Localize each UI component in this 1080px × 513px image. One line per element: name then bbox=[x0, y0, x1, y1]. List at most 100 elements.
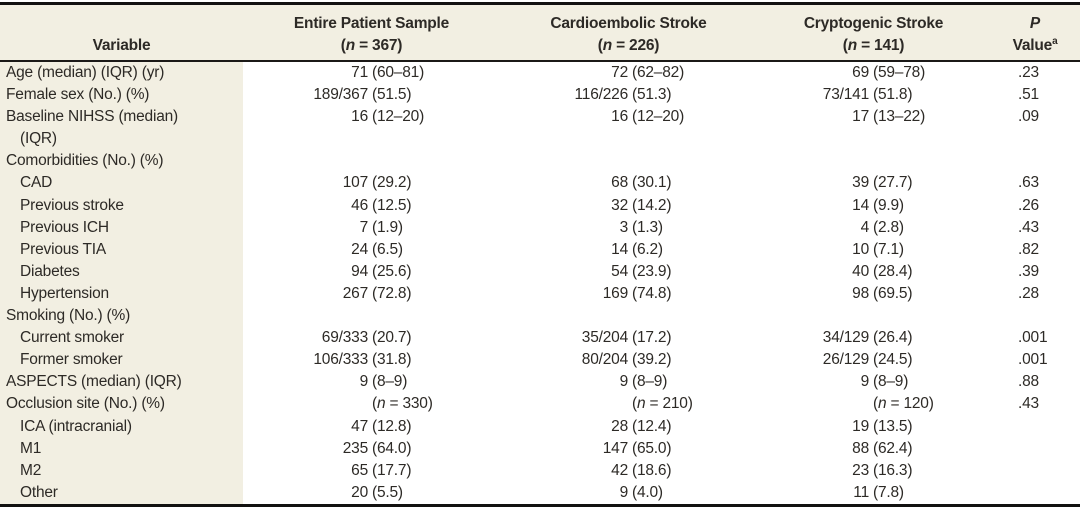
value-cell: 26/129 (24.5) bbox=[822, 351, 913, 369]
row-label: Former smoker bbox=[0, 349, 243, 372]
table-header: Variable Entire Patient Sample (n = 367)… bbox=[0, 5, 1080, 62]
p-value-cell bbox=[990, 150, 1080, 172]
value-cell: 16 (12–20) bbox=[351, 108, 425, 126]
table-row: M2 65 (17.7) 42 (18.6) 23 (16.3) bbox=[0, 459, 1080, 482]
value-cell: 69 (59–78) bbox=[852, 64, 926, 81]
p-value-cell: .001 bbox=[1018, 351, 1048, 369]
p-value-cell: .23 bbox=[1018, 64, 1039, 81]
value-cell: 19 (13.5) bbox=[852, 417, 913, 435]
table-row: Current smoker 69/333 (20.7) 35/204 (17.2) 34… bbox=[0, 327, 1080, 350]
value-cell: 169 (74.8) bbox=[602, 284, 672, 302]
group-label: Cryptogenic Stroke bbox=[803, 15, 944, 32]
value-cell: (n = 210) bbox=[632, 395, 693, 413]
value-cell bbox=[243, 150, 500, 172]
row-label: Previous stroke bbox=[0, 194, 243, 217]
value-cell bbox=[757, 150, 990, 172]
p-value-cell: .43 bbox=[1018, 218, 1039, 236]
row-label: M2 bbox=[0, 459, 243, 482]
column-header-cardioembolic: Cardioembolic Stroke (n = 226) bbox=[500, 5, 757, 62]
value-cell: 189/367 (51.5) bbox=[313, 86, 412, 104]
bottom-rule bbox=[0, 503, 1080, 507]
table-row: Comorbidities (No.) (%) bbox=[0, 150, 1080, 173]
table-row: M1 235 (64.0) 147 (65.0) 88 (62.4) bbox=[0, 437, 1080, 460]
table-row: Occlusion site (No.) (%) (n = 330) (n = 21… bbox=[0, 393, 1080, 416]
table-row: ICA (intracranial) 47 (12.8) 28 (12.4) 19 (13.… bbox=[0, 415, 1080, 438]
value-cell: 7 (1.9) bbox=[359, 218, 403, 236]
value-cell: 32 (14.2) bbox=[611, 196, 672, 214]
row-label: Age (median) (IQR) (yr) bbox=[0, 61, 243, 85]
value-cell: 16 (12–20) bbox=[611, 108, 685, 126]
p-value-cell: .001 bbox=[1018, 329, 1048, 347]
table-row: Previous stroke 46 (12.5) 32 (14.2) 14 (9.9) .2… bbox=[0, 194, 1080, 217]
table-row: CAD 107 (29.2) 68 (30.1) 39 (27.7) .63 bbox=[0, 172, 1080, 195]
column-header-cryptogenic: Cryptogenic Stroke (n = 141) bbox=[757, 5, 990, 62]
value-cell: 35/204 (17.2) bbox=[581, 329, 672, 347]
row-label-continuation: (IQR) bbox=[20, 130, 57, 148]
p-value-cell: .82 bbox=[1018, 240, 1039, 258]
p-value-cell: .39 bbox=[1018, 262, 1039, 280]
row-label: Hypertension bbox=[0, 282, 243, 306]
row-label: Other bbox=[0, 481, 243, 504]
value-cell: 73/141 (51.8) bbox=[822, 86, 913, 104]
p-value-cell: .88 bbox=[1018, 373, 1039, 391]
top-rule bbox=[0, 2, 1080, 5]
value-cell: 72 (62–82) bbox=[611, 64, 685, 81]
row-label: Smoking (No.) (%) bbox=[0, 305, 243, 328]
patient-characteristics-table: Variable Entire Patient Sample (n = 367)… bbox=[0, 5, 1080, 504]
value-cell: 54 (23.9) bbox=[611, 262, 672, 280]
table-row: ASPECTS (median) (IQR) 9 (8–9) 9 (8–9) 9 (8–9)… bbox=[0, 371, 1080, 394]
value-cell: 11 (7.8) bbox=[853, 483, 904, 501]
row-label: Female sex (No.) (%) bbox=[0, 84, 243, 107]
value-cell: 235 (64.0) bbox=[342, 439, 412, 457]
value-cell: 46 (12.5) bbox=[351, 196, 412, 214]
table-row: Hypertension 267 (72.8) 169 (74.8) 98 (69.5) .2… bbox=[0, 282, 1080, 306]
group-n: (n = 367) bbox=[340, 37, 403, 54]
p-header-line1: P bbox=[1029, 15, 1041, 32]
value-cell: 106/333 (31.8) bbox=[313, 351, 412, 369]
row-label: CAD bbox=[0, 172, 243, 195]
value-cell: 24 (6.5) bbox=[351, 240, 403, 258]
value-cell: 98 (69.5) bbox=[852, 284, 913, 302]
header-row: Variable Entire Patient Sample (n = 367)… bbox=[0, 5, 1080, 62]
value-cell: 34/129 (26.4) bbox=[822, 329, 913, 347]
value-cell: 68 (30.1) bbox=[611, 174, 672, 192]
group-n: (n = 141) bbox=[842, 37, 905, 54]
p-value-cell bbox=[990, 438, 1080, 460]
p-value-cell: .26 bbox=[1018, 196, 1039, 214]
value-cell bbox=[757, 305, 990, 327]
value-cell: 107 (29.2) bbox=[342, 174, 412, 192]
row-label: Current smoker bbox=[0, 327, 243, 350]
row-label: Comorbidities (No.) (%) bbox=[0, 150, 243, 173]
value-cell bbox=[500, 150, 757, 172]
value-cell: 88 (62.4) bbox=[852, 439, 913, 457]
row-label: Baseline NIHSS (median) (IQR) bbox=[0, 106, 243, 151]
value-cell: 42 (18.6) bbox=[611, 461, 672, 479]
value-cell: 40 (28.4) bbox=[852, 262, 913, 280]
table-row: Smoking (No.) (%) bbox=[0, 305, 1080, 328]
value-cell bbox=[500, 305, 757, 327]
value-cell: 3 (1.3) bbox=[619, 218, 663, 236]
row-label: Occlusion site (No.) (%) bbox=[0, 393, 243, 416]
table-row: Diabetes 94 (25.6) 54 (23.9) 40 (28.4) .39 bbox=[0, 260, 1080, 283]
value-cell: 28 (12.4) bbox=[611, 417, 672, 435]
value-cell: 9 (8–9) bbox=[359, 373, 408, 391]
value-cell: 47 (12.8) bbox=[351, 417, 412, 435]
value-cell bbox=[243, 305, 500, 327]
p-value-cell bbox=[990, 305, 1080, 327]
value-cell: 116/226 (51.3) bbox=[574, 86, 672, 104]
value-cell: 39 (27.7) bbox=[852, 174, 913, 192]
p-value-cell: .28 bbox=[1018, 284, 1039, 302]
p-value-cell: .51 bbox=[1018, 86, 1039, 104]
row-label: ASPECTS (median) (IQR) bbox=[0, 371, 243, 394]
group-label: Entire Patient Sample bbox=[293, 15, 450, 32]
p-value-cell: .63 bbox=[1018, 174, 1039, 192]
value-cell: (n = 330) bbox=[372, 395, 433, 413]
value-cell: 80/204 (39.2) bbox=[581, 351, 672, 369]
variable-header-label: Variable bbox=[92, 37, 151, 54]
value-cell: (n = 120) bbox=[873, 395, 934, 413]
row-label: Diabetes bbox=[0, 260, 243, 283]
row-label: M1 bbox=[0, 437, 243, 460]
group-n: (n = 226) bbox=[597, 37, 660, 54]
table-row: Previous ICH 7 (1.9) 3 (1.3) 4 (2.8) .43 bbox=[0, 216, 1080, 239]
